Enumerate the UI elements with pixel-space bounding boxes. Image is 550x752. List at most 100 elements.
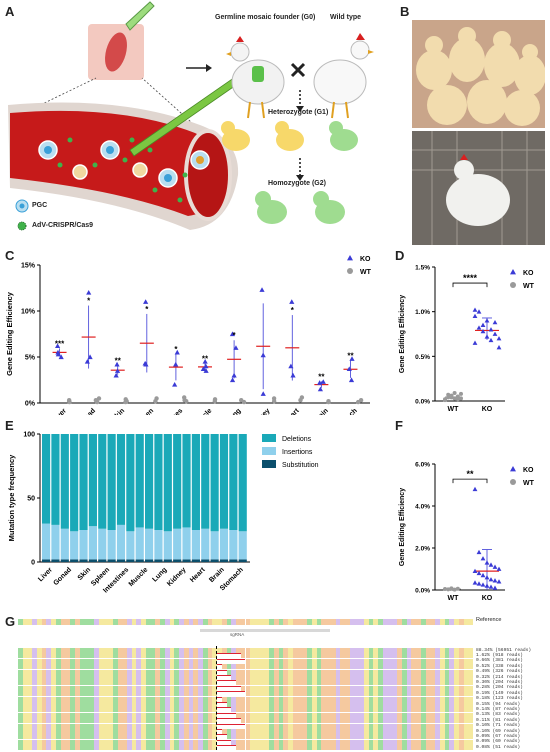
bar-deletions — [70, 434, 78, 531]
x-tick-label: Liver — [37, 566, 54, 583]
alignment-row — [18, 675, 473, 680]
ko-point — [473, 314, 478, 318]
bar-insertions — [220, 529, 228, 560]
bar-substitution — [98, 559, 106, 562]
legend-ko-marker — [510, 466, 516, 471]
significance-bracket — [453, 479, 487, 483]
wt-point — [154, 396, 158, 400]
adv-legend-icon — [18, 222, 26, 230]
legend-ko-marker — [347, 255, 353, 260]
bar-substitution — [239, 559, 247, 562]
ko-point — [290, 373, 295, 378]
ko-point — [497, 579, 502, 583]
bar-deletions — [126, 434, 134, 531]
bar-deletions — [220, 434, 228, 529]
x-tick-label-ko: KO — [482, 406, 493, 413]
ko-point — [172, 382, 177, 387]
legend-wt-marker — [347, 268, 353, 274]
bar-insertions — [70, 531, 78, 559]
y-tick-label: 0 — [31, 560, 35, 567]
y-tick-label: 2.0% — [415, 546, 430, 553]
y-tick-label: 0% — [25, 401, 36, 408]
alignment-row — [18, 648, 473, 653]
bar-deletions — [154, 434, 162, 530]
legend-wt-label: WT — [523, 283, 535, 290]
bar-substitution — [108, 559, 116, 562]
bar-deletions — [108, 434, 116, 530]
bar-deletions — [192, 434, 200, 530]
x-tick-label: Spleen — [134, 407, 155, 415]
ko-point — [288, 364, 293, 369]
nucleotide-cell — [468, 745, 473, 750]
ko-point — [86, 290, 91, 295]
ko-point — [493, 332, 498, 336]
bar-deletions — [42, 434, 50, 524]
bar-deletions — [239, 434, 247, 531]
ko-point — [485, 318, 490, 322]
ko-point — [481, 323, 486, 327]
read-percentage-label: 0.09% (60 reads) — [476, 739, 520, 744]
ko-point — [485, 334, 490, 338]
ko-point — [173, 362, 178, 367]
nucleotide-cell — [468, 664, 473, 669]
nucleotide-cell — [468, 686, 473, 691]
ko-point — [497, 345, 502, 349]
wt-point — [184, 399, 188, 403]
x-tick-label: Heart — [189, 566, 207, 584]
bar-deletions — [136, 434, 144, 527]
significance-label: ** — [347, 352, 354, 361]
founder-hen-icon — [226, 36, 284, 118]
wt-point — [272, 396, 276, 400]
bar-insertions — [192, 530, 200, 559]
x-tick-label-wt: WT — [448, 595, 460, 602]
bar-insertions — [108, 530, 116, 559]
y-tick-label: 100 — [23, 432, 35, 439]
bar-substitution — [61, 559, 69, 562]
bar-substitution — [211, 559, 219, 562]
read-percentage-label: 0.18% (123 reads) — [476, 696, 523, 701]
bar-insertions — [201, 529, 209, 560]
bar-deletions — [51, 434, 59, 525]
alignment-row — [18, 702, 473, 707]
read-percentage-label: 0.10% (71 reads) — [476, 723, 520, 728]
bar-substitution — [117, 559, 125, 562]
ko-point — [143, 299, 148, 304]
bar-insertions — [136, 527, 144, 559]
significance-label: ** — [466, 469, 474, 479]
y-tick-label: 1.0% — [415, 309, 430, 316]
bar-substitution — [192, 559, 200, 562]
x-tick-label: Kidney — [166, 566, 188, 588]
bar-insertions — [211, 531, 219, 559]
nucleotide-cell — [468, 729, 473, 734]
bar-deletions — [117, 434, 125, 525]
y-axis-label: Gene Editing Efficiency — [399, 295, 406, 373]
bar-substitution — [173, 559, 181, 562]
bar-insertions — [117, 525, 125, 560]
chart-d: 0.0%0.5%1.0%1.5%Gene Editing EfficiencyW… — [395, 255, 550, 415]
ko-point — [485, 560, 490, 564]
y-axis-label: Mutation type frequency — [7, 454, 16, 542]
read-percentage-label: 0.13% (83 reads) — [476, 712, 520, 717]
wt-point — [459, 392, 463, 396]
bar-deletions — [164, 434, 172, 531]
read-percentage-label: 0.66% (381 reads) — [476, 658, 523, 663]
legend-wt-label: WT — [523, 480, 535, 487]
x-tick-label: Muscle — [192, 407, 214, 415]
chart-c: 0%5%10%15%Gene Editing Efficiency***Live… — [0, 255, 395, 415]
ko-point — [473, 580, 478, 584]
significance-label: * — [291, 306, 295, 315]
alignment-row — [18, 729, 473, 734]
alignment-row — [18, 740, 473, 745]
bar-substitution — [154, 559, 162, 562]
ko-point — [318, 387, 323, 392]
ko-point — [477, 325, 482, 329]
wildtype-hen-icon — [314, 33, 374, 118]
legend-swatch — [262, 434, 276, 442]
alignment-row — [18, 670, 473, 675]
alignment-row — [18, 680, 473, 685]
wt-point — [443, 398, 447, 402]
x-tick-label: Heart — [283, 407, 301, 415]
ko-point — [473, 487, 478, 491]
y-tick-label: 50 — [27, 496, 35, 503]
wt-point — [456, 587, 460, 591]
